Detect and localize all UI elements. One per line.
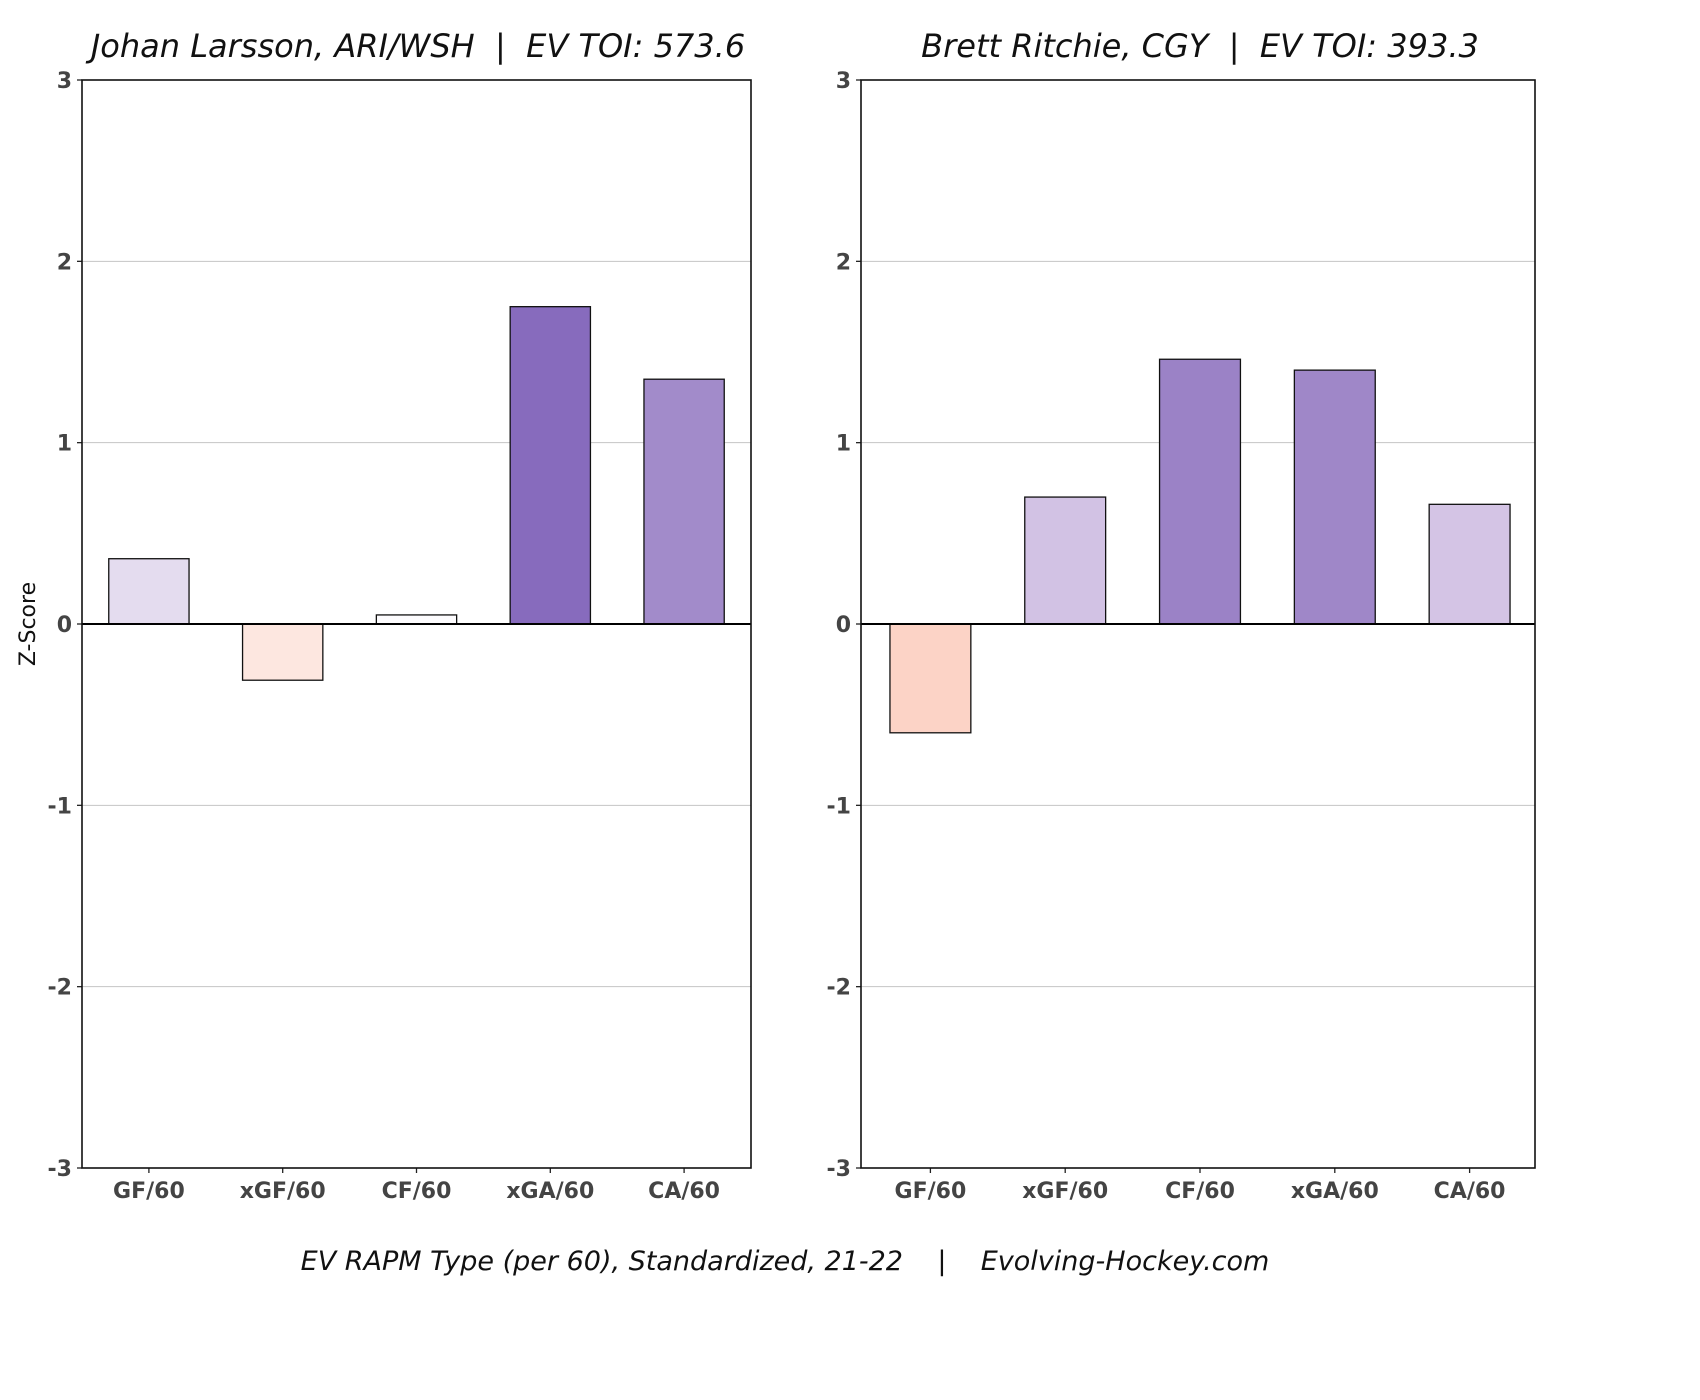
- plot-frame: [860, 79, 1536, 1169]
- left-chart-title: Johan Larsson, ARI/WSH | EV TOI: 573.6: [85, 27, 745, 65]
- y-tick-label: -3: [827, 1157, 851, 1182]
- x-tick-label: xGF/60: [240, 1179, 326, 1204]
- bar-gf-60: [108, 558, 190, 625]
- bar-xga-60: [1293, 369, 1376, 625]
- y-tick-label: -2: [827, 976, 851, 1001]
- x-tick-label: xGA/60: [1291, 1179, 1379, 1204]
- y-tick-label: -2: [48, 976, 72, 1001]
- y-tick-label: 2: [57, 250, 72, 275]
- y-tick-label: 0: [57, 613, 72, 638]
- x-tick-label: CF/60: [1165, 1179, 1235, 1204]
- x-tick-label: CA/60: [648, 1179, 720, 1204]
- y-tick-label: -1: [48, 794, 72, 819]
- y-tick-label: 2: [836, 250, 851, 275]
- bar-cf-60: [1158, 358, 1242, 625]
- y-axis-label: Z-Score: [16, 582, 41, 666]
- bar-xga-60: [509, 306, 592, 625]
- x-tick-label: xGA/60: [506, 1179, 594, 1204]
- bar-xgf-60: [1024, 496, 1107, 625]
- x-tick-label: GF/60: [895, 1179, 967, 1204]
- y-tick-label: -1: [827, 794, 851, 819]
- x-tick-label: xGF/60: [1022, 1179, 1108, 1204]
- y-tick-label: 3: [57, 69, 72, 94]
- x-tick-label: CA/60: [1434, 1179, 1506, 1204]
- left-chart: 3 2 1 0 -1 -2 -3 GF/60 xGF/60 CF/60 xGA/60 CA/60: [48, 69, 752, 1204]
- x-tick-label: GF/60: [113, 1179, 185, 1204]
- y-tick-label: 3: [836, 69, 851, 94]
- plot-frame: [81, 79, 752, 1169]
- y-tick-label: -3: [48, 1157, 72, 1182]
- right-chart-title: Brett Ritchie, CGY | EV TOI: 393.3: [921, 27, 1479, 65]
- y-tick-label: 1: [836, 432, 851, 457]
- right-chart: 3 2 1 0 -1 -2 -3 GF/60 xGF/60 CF/60 xGA/60 CA/60: [827, 69, 1536, 1204]
- bar-gf-60: [889, 623, 972, 734]
- y-tick-label: 1: [57, 432, 72, 457]
- bar-ca-60: [643, 378, 725, 625]
- x-tick-label: CF/60: [382, 1179, 452, 1204]
- bar-ca-60: [1428, 503, 1511, 625]
- footer-caption: EV RAPM Type (per 60), Standardized, 21-…: [301, 1246, 1270, 1277]
- bar-xgf-60: [241, 623, 324, 681]
- y-tick-label: 0: [836, 613, 851, 638]
- bar-cf-60: [375, 614, 458, 625]
